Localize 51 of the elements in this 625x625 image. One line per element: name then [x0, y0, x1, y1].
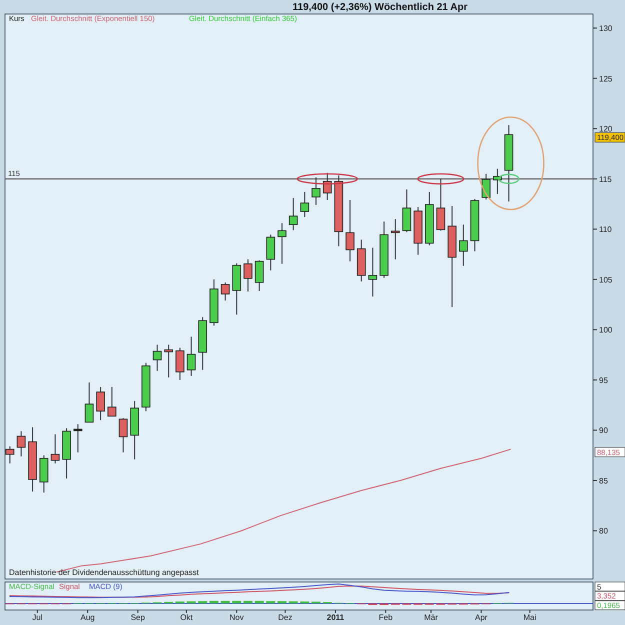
y-tick-label: 120 [599, 124, 613, 134]
x-tick-label: Feb [378, 613, 394, 622]
candlestick [346, 199, 354, 262]
candlestick [39, 454, 48, 494]
y-tick-label: 110 [599, 225, 612, 234]
candlestick [368, 247, 378, 297]
y-tick-label: 115 [599, 174, 612, 184]
candlestick [459, 224, 468, 266]
y-tick-label: 85 [599, 476, 608, 486]
x-tick-label: Dez [278, 613, 292, 622]
candlestick [164, 344, 174, 378]
candlestick [390, 218, 400, 260]
candlestick [16, 430, 26, 457]
candlestick [5, 446, 14, 464]
candlestick [244, 258, 252, 292]
candlestick [312, 176, 320, 206]
y-tick-label: 90 [599, 426, 608, 436]
candlestick [436, 178, 446, 232]
annotation: Datenhistorie der Dividendenausschüttung angepasst [9, 568, 200, 577]
candlestick [186, 336, 196, 376]
y-tick-label: 130 [599, 24, 613, 34]
candlestick [220, 282, 230, 302]
x-tick-label: Jul [32, 613, 43, 622]
y-tick-label: 80 [599, 526, 608, 536]
x-tick-label: Mai [523, 613, 536, 622]
candlestick [288, 197, 298, 231]
x-tick-label: Okt [180, 613, 194, 622]
candlestick [278, 222, 286, 264]
candlestick [73, 424, 82, 453]
candlestick [96, 386, 105, 421]
y-tick-label: 100 [599, 326, 613, 335]
y-tick-label: 105 [599, 275, 613, 284]
x-tick-label: 2011 [326, 613, 345, 622]
x-tick-label: Nov [230, 613, 244, 622]
candlestick [266, 234, 276, 271]
candlestick [108, 386, 116, 417]
x-tick-label: Apr [475, 613, 488, 622]
x-tick-label: Sep [130, 613, 146, 622]
candlestick [300, 191, 310, 218]
y-tick-label: 95 [599, 376, 608, 385]
candlestick [50, 434, 60, 464]
candlestick [176, 347, 184, 380]
x-tick-label: Aug [80, 613, 95, 622]
candlestick [84, 382, 94, 423]
candlestick [152, 344, 162, 372]
x-tick-label: Mär [424, 613, 438, 622]
chart-title: 119,400 (+2,36%) Wöchentlich 21 Apr [292, 2, 468, 13]
candlestick [254, 260, 264, 292]
candlestick [402, 188, 412, 233]
candlestick [118, 418, 128, 453]
y-tick-label: 125 [599, 74, 613, 84]
